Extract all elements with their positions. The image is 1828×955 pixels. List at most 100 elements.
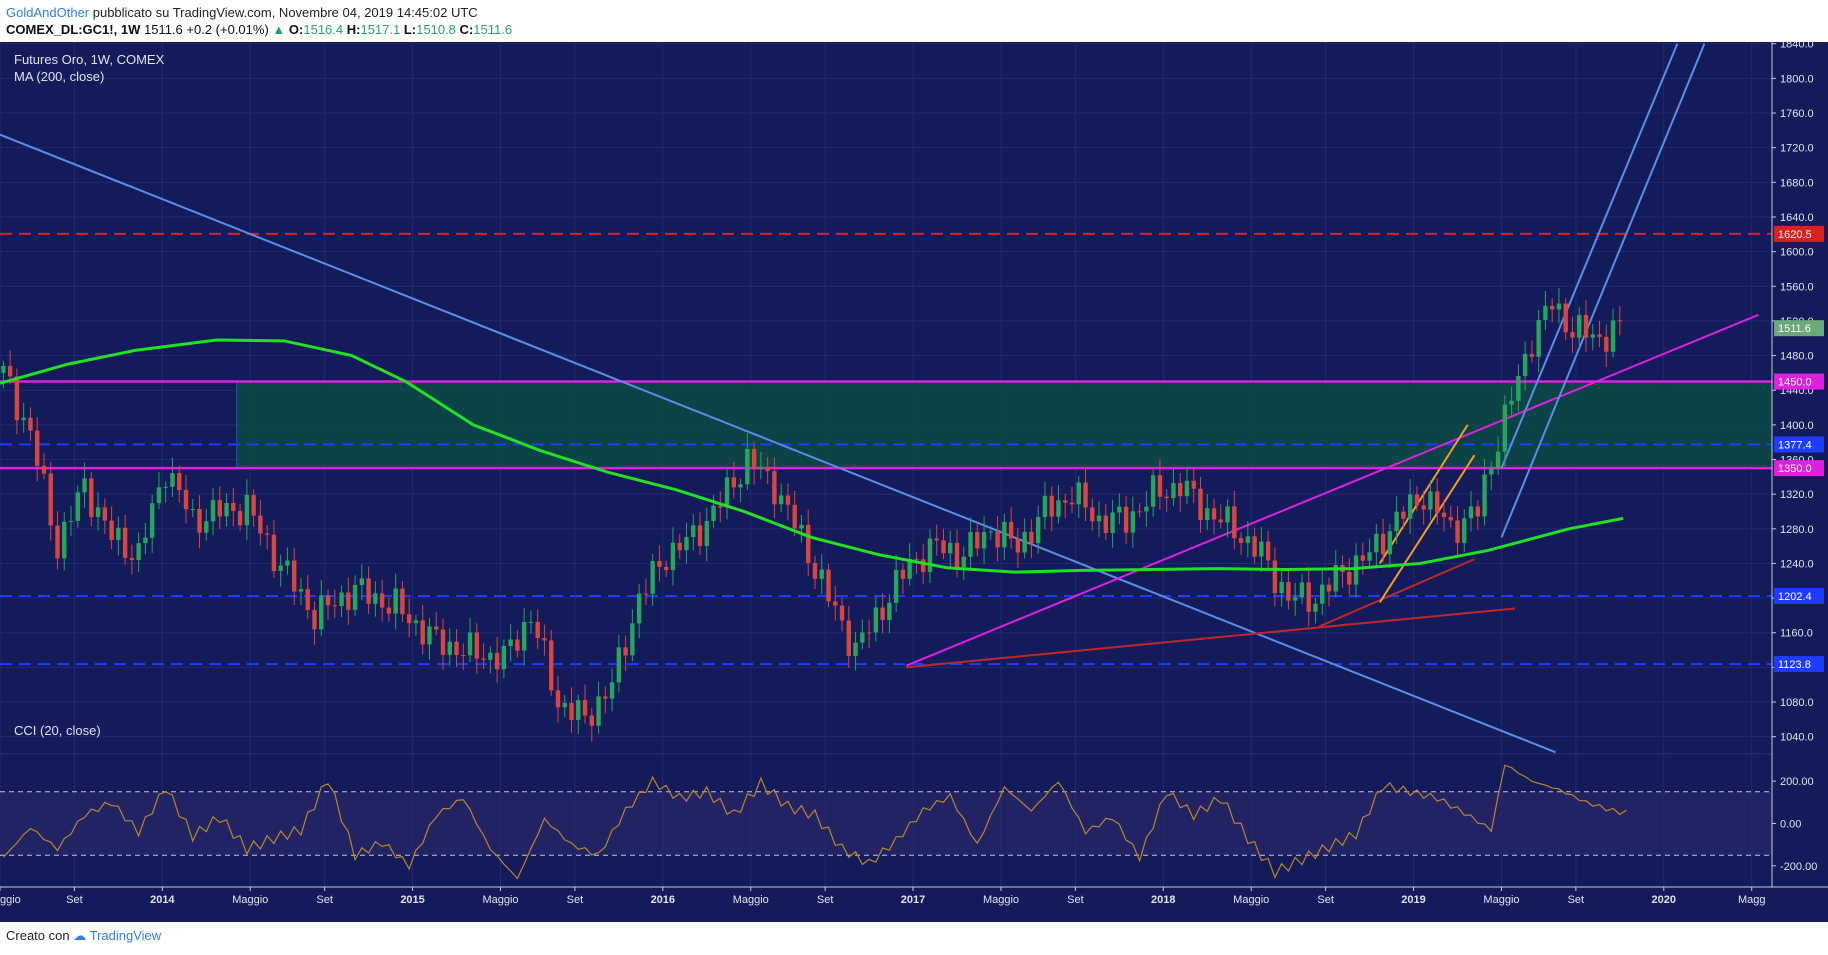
time-tick-label: Set xyxy=(1568,894,1585,906)
candle-body xyxy=(826,569,831,602)
candle-body xyxy=(738,484,743,488)
price-tick-label: 1760.0 xyxy=(1780,108,1814,120)
candle-body xyxy=(731,477,737,488)
candle-body xyxy=(427,626,432,645)
cci-axis[interactable]: 200.00 0.00 -200.00 xyxy=(1772,776,1817,873)
candle-body xyxy=(156,487,162,504)
candle-body xyxy=(352,584,358,610)
price-tick-label: 1280.0 xyxy=(1780,524,1814,536)
candle-body xyxy=(41,465,47,474)
cci-tick-label: 0.00 xyxy=(1780,819,1801,831)
candle-body xyxy=(271,534,277,572)
candle-body xyxy=(48,473,53,526)
candle-body xyxy=(853,642,858,656)
candle-body xyxy=(616,647,622,683)
candle-body xyxy=(129,557,135,560)
candle-body xyxy=(555,690,561,708)
candle-body xyxy=(1529,353,1535,357)
candle-body xyxy=(1387,531,1393,555)
candle-body xyxy=(461,654,466,656)
time-axis-bg xyxy=(0,887,1828,922)
price-tick-label: 1600.0 xyxy=(1780,247,1814,259)
time-tick-label: Maggio xyxy=(983,894,1019,906)
candle-body xyxy=(170,473,175,487)
candle-body xyxy=(508,639,513,646)
candle-body xyxy=(914,558,919,560)
candle-body xyxy=(549,640,554,691)
candle-body xyxy=(603,696,608,699)
candle-body xyxy=(143,537,148,544)
time-tick-label: 2018 xyxy=(1151,894,1175,906)
open-value: 1516.4 xyxy=(303,22,344,37)
tradingview-link[interactable]: TradingView xyxy=(89,928,162,943)
candle-body xyxy=(467,632,473,656)
candle-body xyxy=(1549,305,1555,310)
candle-body xyxy=(1198,488,1203,521)
price-tick-label: 1320.0 xyxy=(1780,489,1814,501)
price-axis[interactable]: 1040.01080.01120.01160.01200.01240.01280… xyxy=(1771,42,1828,922)
candle-body xyxy=(1232,506,1237,539)
up-arrow-icon: ▲ xyxy=(272,22,286,37)
candle-body xyxy=(1049,495,1054,517)
candle-body xyxy=(1489,468,1494,475)
candle-body xyxy=(95,507,101,518)
candle-body xyxy=(623,647,628,656)
candle-body xyxy=(224,503,229,517)
level-label: 1620.5 xyxy=(1778,229,1812,241)
candle-body xyxy=(860,632,865,643)
level-label: 1450.0 xyxy=(1778,377,1812,389)
candle-body xyxy=(576,700,581,720)
candle-body xyxy=(177,473,182,490)
chart-title: Futures Oro, 1W, COMEX xyxy=(14,52,165,67)
candle-body xyxy=(1468,506,1474,519)
candle-body xyxy=(325,595,331,606)
candle-body xyxy=(413,620,419,624)
candle-body xyxy=(542,638,547,641)
candle-body xyxy=(1414,494,1420,506)
author-name[interactable]: GoldAndOther xyxy=(6,5,90,20)
candle-body xyxy=(1543,305,1548,321)
time-tick-label: Maggio xyxy=(1233,894,1269,906)
support-resistance-zone xyxy=(236,381,1773,469)
candle-body xyxy=(149,503,155,538)
cci-line xyxy=(2,764,1627,880)
level-label: 1350.0 xyxy=(1778,463,1812,475)
candle-body xyxy=(420,620,425,645)
candle-body xyxy=(934,538,939,541)
time-axis[interactable]: ggio Set 2014 Maggio Set 2015 Maggio Set 2016 Mag… xyxy=(0,886,1828,922)
candle-body xyxy=(1462,518,1467,543)
candle-body xyxy=(839,605,845,621)
candle-body xyxy=(1123,506,1129,533)
candle-body xyxy=(833,601,838,606)
candle-body xyxy=(319,595,324,630)
trendline xyxy=(1500,43,1679,469)
time-tick-label: 2015 xyxy=(400,894,424,906)
price-tick-label: 1040.0 xyxy=(1780,732,1814,744)
candle-body xyxy=(1205,508,1210,521)
candle-body xyxy=(28,417,33,431)
candle-body xyxy=(819,569,824,579)
candle-body xyxy=(1184,480,1190,497)
candle-body xyxy=(1367,552,1372,561)
price-tick-label: 1640.0 xyxy=(1780,212,1814,224)
ma200-line xyxy=(0,338,1624,574)
candle-body xyxy=(569,702,574,720)
price-chart[interactable]: 1040.01080.01120.01160.01200.01240.01280… xyxy=(0,42,1828,922)
time-tick-label: 2014 xyxy=(150,894,175,906)
candle-body xyxy=(400,588,405,615)
candle-body xyxy=(589,715,594,726)
candle-body xyxy=(846,620,852,656)
close-value: 1511.6 xyxy=(473,22,513,37)
candle-body xyxy=(339,592,344,607)
candle-body xyxy=(636,593,642,624)
candle-body xyxy=(975,532,980,549)
level-label: 1377.4 xyxy=(1778,439,1812,451)
candle-body xyxy=(711,505,716,521)
candle-body xyxy=(1265,541,1271,561)
candle-body xyxy=(386,607,392,614)
candle-body xyxy=(954,542,960,568)
publish-info: pubblicato su TradingView.com, Novembre … xyxy=(92,5,478,20)
high-label: H: xyxy=(346,22,361,37)
candle-body xyxy=(1056,500,1061,517)
candle-body xyxy=(1286,581,1291,601)
